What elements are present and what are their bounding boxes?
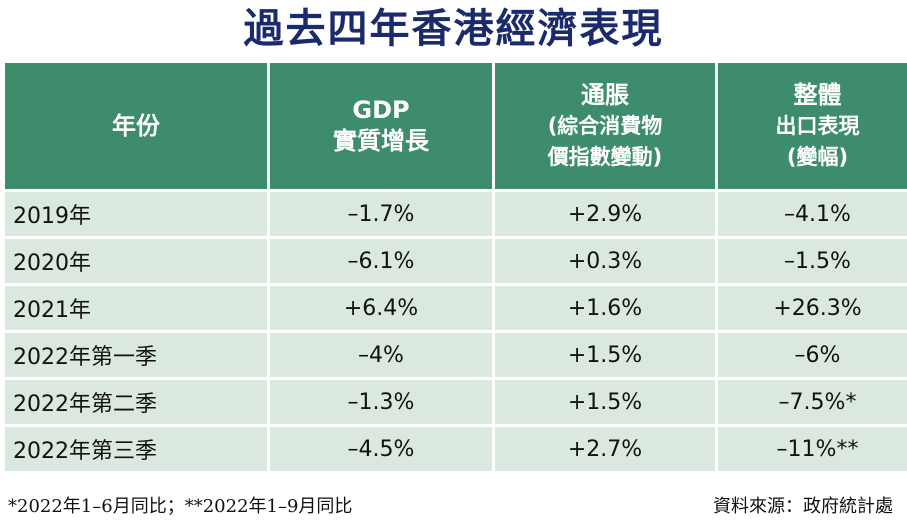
footnote: *2022年1–6月同比；**2022年1–9月同比 bbox=[8, 496, 353, 517]
table-body: 2019年 –1.7% +2.9% –4.1% 2020年 –6.1% +0.3% –1.5%… bbox=[5, 192, 907, 471]
source: 資料來源：政府統計處 bbox=[713, 496, 893, 517]
table-cell: –1.5% bbox=[718, 239, 907, 283]
table-row: 2022年第一季 –4% +1.5% –6% bbox=[5, 333, 907, 377]
table-cell: +26.3% bbox=[718, 286, 907, 330]
table-cell: +2.7% bbox=[495, 427, 715, 471]
table-cell: +1.5% bbox=[495, 380, 715, 424]
table-cell: –6.1% bbox=[270, 239, 492, 283]
header-line: 出口表現 bbox=[775, 113, 860, 138]
table-row: 2022年第三季 –4.5% +2.7% –11%** bbox=[5, 427, 907, 471]
table-cell: –4% bbox=[270, 333, 492, 377]
header-row: 年份 GDP 實質增長 通脹 (綜合消費物 價指數變動) 整體出口表現 (變幅) bbox=[5, 63, 907, 189]
table-cell: 2021年 bbox=[5, 286, 267, 330]
table-cell: –4.1% bbox=[718, 192, 907, 236]
table-row: 2021年 +6.4% +1.6% +26.3% bbox=[5, 286, 907, 330]
table-cell: +0.3% bbox=[495, 239, 715, 283]
header-line: (變幅) bbox=[786, 144, 849, 169]
header-line: 通脹 bbox=[581, 80, 629, 109]
table-cell: 2019年 bbox=[5, 192, 267, 236]
table-cell: +1.6% bbox=[495, 286, 715, 330]
table-row: 2020年 –6.1% +0.3% –1.5% bbox=[5, 239, 907, 283]
header-cell: 整體出口表現 (變幅) bbox=[718, 63, 907, 189]
header-line: 價指數變動) bbox=[547, 144, 663, 169]
header-line: (綜合消費物 bbox=[547, 113, 663, 138]
table-cell: –4.5% bbox=[270, 427, 492, 471]
table-cell: +6.4% bbox=[270, 286, 492, 330]
header-cell: 年份 bbox=[5, 63, 267, 189]
table-row: 2022年第二季 –1.3% +1.5% –7.5%* bbox=[5, 380, 907, 424]
header-line: 整體 bbox=[793, 80, 842, 109]
table-cell: 2022年第一季 bbox=[5, 333, 267, 377]
table-cell: –6% bbox=[718, 333, 907, 377]
header-line: 年份 bbox=[112, 111, 160, 140]
table: 年份 GDP 實質增長 通脹 (綜合消費物 價指數變動) 整體 出口表現 (變幅) 2019年 –… bbox=[2, 60, 907, 474]
table-cell: 2022年第三季 bbox=[5, 427, 267, 471]
header-cell: 通脹 (綜合消費物 價指數變動) bbox=[495, 63, 715, 189]
header-cell: GDP 實質增長 bbox=[270, 63, 492, 189]
header-line: GDP bbox=[352, 96, 410, 124]
table-cell: 2022年第二季 bbox=[5, 380, 267, 424]
table-cell: –7.5%* bbox=[718, 380, 907, 424]
table-cell: –1.3% bbox=[270, 380, 492, 424]
table-row: 2019年 –1.7% +2.9% –4.1% bbox=[5, 192, 907, 236]
table-cell: +2.9% bbox=[495, 192, 715, 236]
header-line: 實質增長 bbox=[333, 127, 429, 155]
table-cell: –1.7% bbox=[270, 192, 492, 236]
table-cell: –11%** bbox=[718, 427, 907, 471]
title: 過去四年香港經濟表現 bbox=[243, 5, 664, 52]
table-cell: +1.5% bbox=[495, 333, 715, 377]
table-cell: 2020年 bbox=[5, 239, 267, 283]
